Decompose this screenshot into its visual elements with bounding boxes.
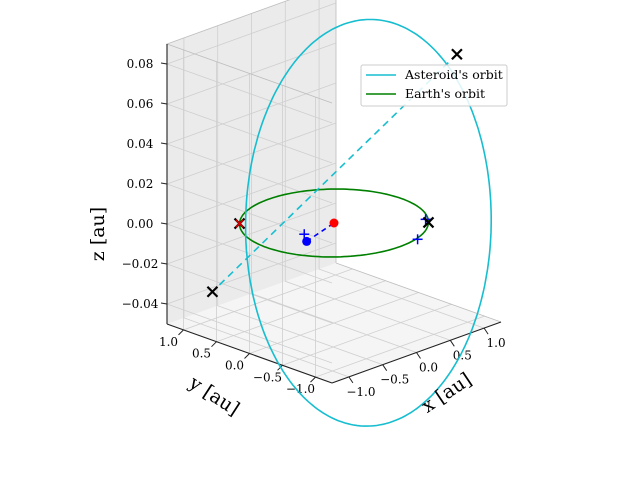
x-tick-label: −1.0 [346,385,375,399]
z-tick-mark [160,102,168,105]
line-of-nodes [211,53,458,293]
legend-label-asteroid: Asteroid's orbit [404,67,503,82]
grid-line-x [284,1,451,341]
legend-frame [360,64,508,107]
x-tick-mark [449,340,455,347]
x-tick-mark [382,364,388,371]
y-tick-label: 1.0 [159,335,178,349]
z-tick-label: 0.06 [127,97,154,111]
z-tick-mark [160,262,168,265]
black-x-marker [422,216,435,229]
z-tick-label: 0.08 [127,57,154,71]
legend-label-earth: Earth's orbit [405,86,485,101]
axis-panes [167,0,501,383]
z-tick-mark [160,222,168,225]
grid-line-x [217,25,383,366]
x-tick-label: 1.0 [487,336,506,350]
z-tick-mark [160,182,168,185]
black-x-marker-stroke [422,216,435,229]
y-tick-label: 0.5 [192,347,211,361]
y-axis-label: y [au] [184,371,243,420]
z-tick-mark [160,302,168,305]
black-x-marker [451,48,463,61]
earth-orbit-line [238,188,430,258]
chart-markers [206,48,463,298]
pane-edge [165,0,337,263]
z-tick-label: −0.02 [122,257,159,271]
x-tick-label: 0.0 [419,361,438,375]
red-x-marker-stroke [235,219,244,228]
y-tick-label: −0.5 [253,370,282,384]
black-x-marker-stroke [451,48,463,61]
blue-plus-marker [299,229,310,240]
y-tick-mark [211,341,217,348]
z-tick-label: 0.02 [127,177,154,191]
x-tick-mark [483,327,489,335]
z-tick-mark [160,62,168,65]
z-axis-label: z [au] [87,207,109,261]
legend: Asteroid's orbit Earth's orbit [360,64,508,107]
z-tick-label: 0.00 [127,217,154,231]
y-tick-mark [178,329,184,336]
grid-line-x [251,13,417,353]
z-tick-mark [160,142,168,145]
blue-dashed-segment [306,222,335,243]
x-tick-mark [348,376,354,384]
z-tick-label: 0.04 [127,137,154,151]
pane-edge [335,262,502,323]
red-x-marker [235,219,244,228]
x-tick-label: −0.5 [380,373,409,387]
black-x-marker-stroke [206,285,219,298]
z-tick-label: −0.04 [122,297,159,311]
y-tick-mark [244,353,250,359]
axis-ticks: −1.0−0.50.00.51.0−1.0−0.50.00.51.0−0.04−… [122,57,506,399]
x-tick-mark [416,352,421,359]
grid-line-x [318,0,485,329]
black-x-marker [206,285,219,298]
blue-plus-marker [412,234,423,245]
asteroid-orbit-line [244,18,493,427]
x-axis-label: x [au] [418,368,476,417]
blue-dot-marker [302,236,312,246]
y-tick-mark [310,376,316,383]
y-tick-mark [277,364,283,371]
red-dot-marker [329,218,339,228]
orbit-curves [211,18,493,427]
y-tick-label: 0.0 [225,359,244,373]
